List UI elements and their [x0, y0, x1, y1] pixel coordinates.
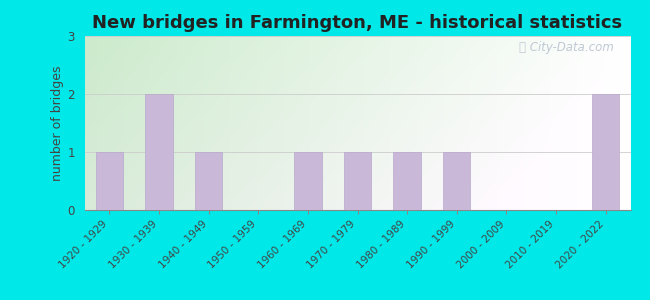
Bar — [344, 152, 371, 210]
Bar — [195, 152, 222, 210]
Bar — [146, 94, 173, 210]
Bar — [96, 152, 123, 210]
Text: ⓘ City-Data.com: ⓘ City-Data.com — [519, 41, 614, 54]
Bar — [592, 94, 619, 210]
Bar — [294, 152, 322, 210]
Y-axis label: number of bridges: number of bridges — [51, 65, 64, 181]
Bar — [443, 152, 471, 210]
Title: New bridges in Farmington, ME - historical statistics: New bridges in Farmington, ME - historic… — [92, 14, 623, 32]
Bar — [393, 152, 421, 210]
